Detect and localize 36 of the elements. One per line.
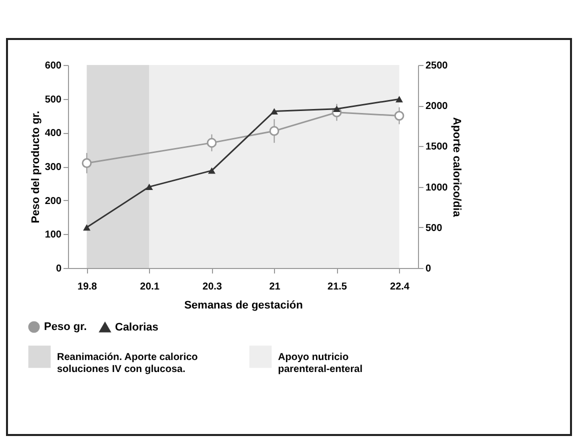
y-tick-label: 400 (44, 128, 62, 140)
point (396, 96, 403, 102)
y-axis-title: Peso del producto gr. (30, 110, 42, 224)
y2-tick-label: 1500 (426, 142, 448, 153)
y2-axis-title: Aporte calorico/dia (450, 117, 463, 218)
x-tick-label: 21.5 (328, 282, 348, 292)
x-tick-label: 19.8 (78, 282, 98, 292)
legend-label: Calorias (115, 321, 158, 334)
point (82, 158, 92, 168)
point (83, 224, 90, 231)
y-tick-label: 100 (44, 230, 62, 241)
legend-label: Peso gr. (44, 321, 87, 333)
point (206, 138, 217, 148)
point (208, 167, 216, 174)
y2-tick-label: 2000 (426, 101, 448, 112)
x-tick-label: 21 (269, 282, 281, 292)
point (269, 126, 280, 136)
legend-label: Reanimación. Aporte calorico soluciones IV con glucosa. (57, 352, 198, 375)
y-tick-label: 200 (44, 196, 62, 207)
point (146, 184, 153, 190)
y-tick-label: 300 (44, 162, 62, 173)
y-tick-label: 600 (44, 60, 62, 72)
point (394, 110, 404, 121)
y2-tick-label: 1000 (426, 182, 448, 194)
y2-tick-label: 500 (426, 222, 443, 234)
legend-label: Apoyo nutricio parenteral-enteral (278, 352, 363, 375)
point (270, 108, 278, 114)
y2-tick-label: 0 (426, 264, 432, 274)
x-axis-title: Semanas de gestación (184, 300, 304, 312)
x-tick-label: 20.3 (202, 282, 222, 292)
y-tick-label: 0 (56, 264, 62, 274)
x-tick-label: 22.4 (390, 282, 410, 292)
y2-tick-label: 2500 (426, 60, 448, 72)
y-tick-label: 500 (44, 94, 62, 106)
x-tick-label: 20.1 (140, 282, 160, 292)
point (333, 106, 340, 112)
